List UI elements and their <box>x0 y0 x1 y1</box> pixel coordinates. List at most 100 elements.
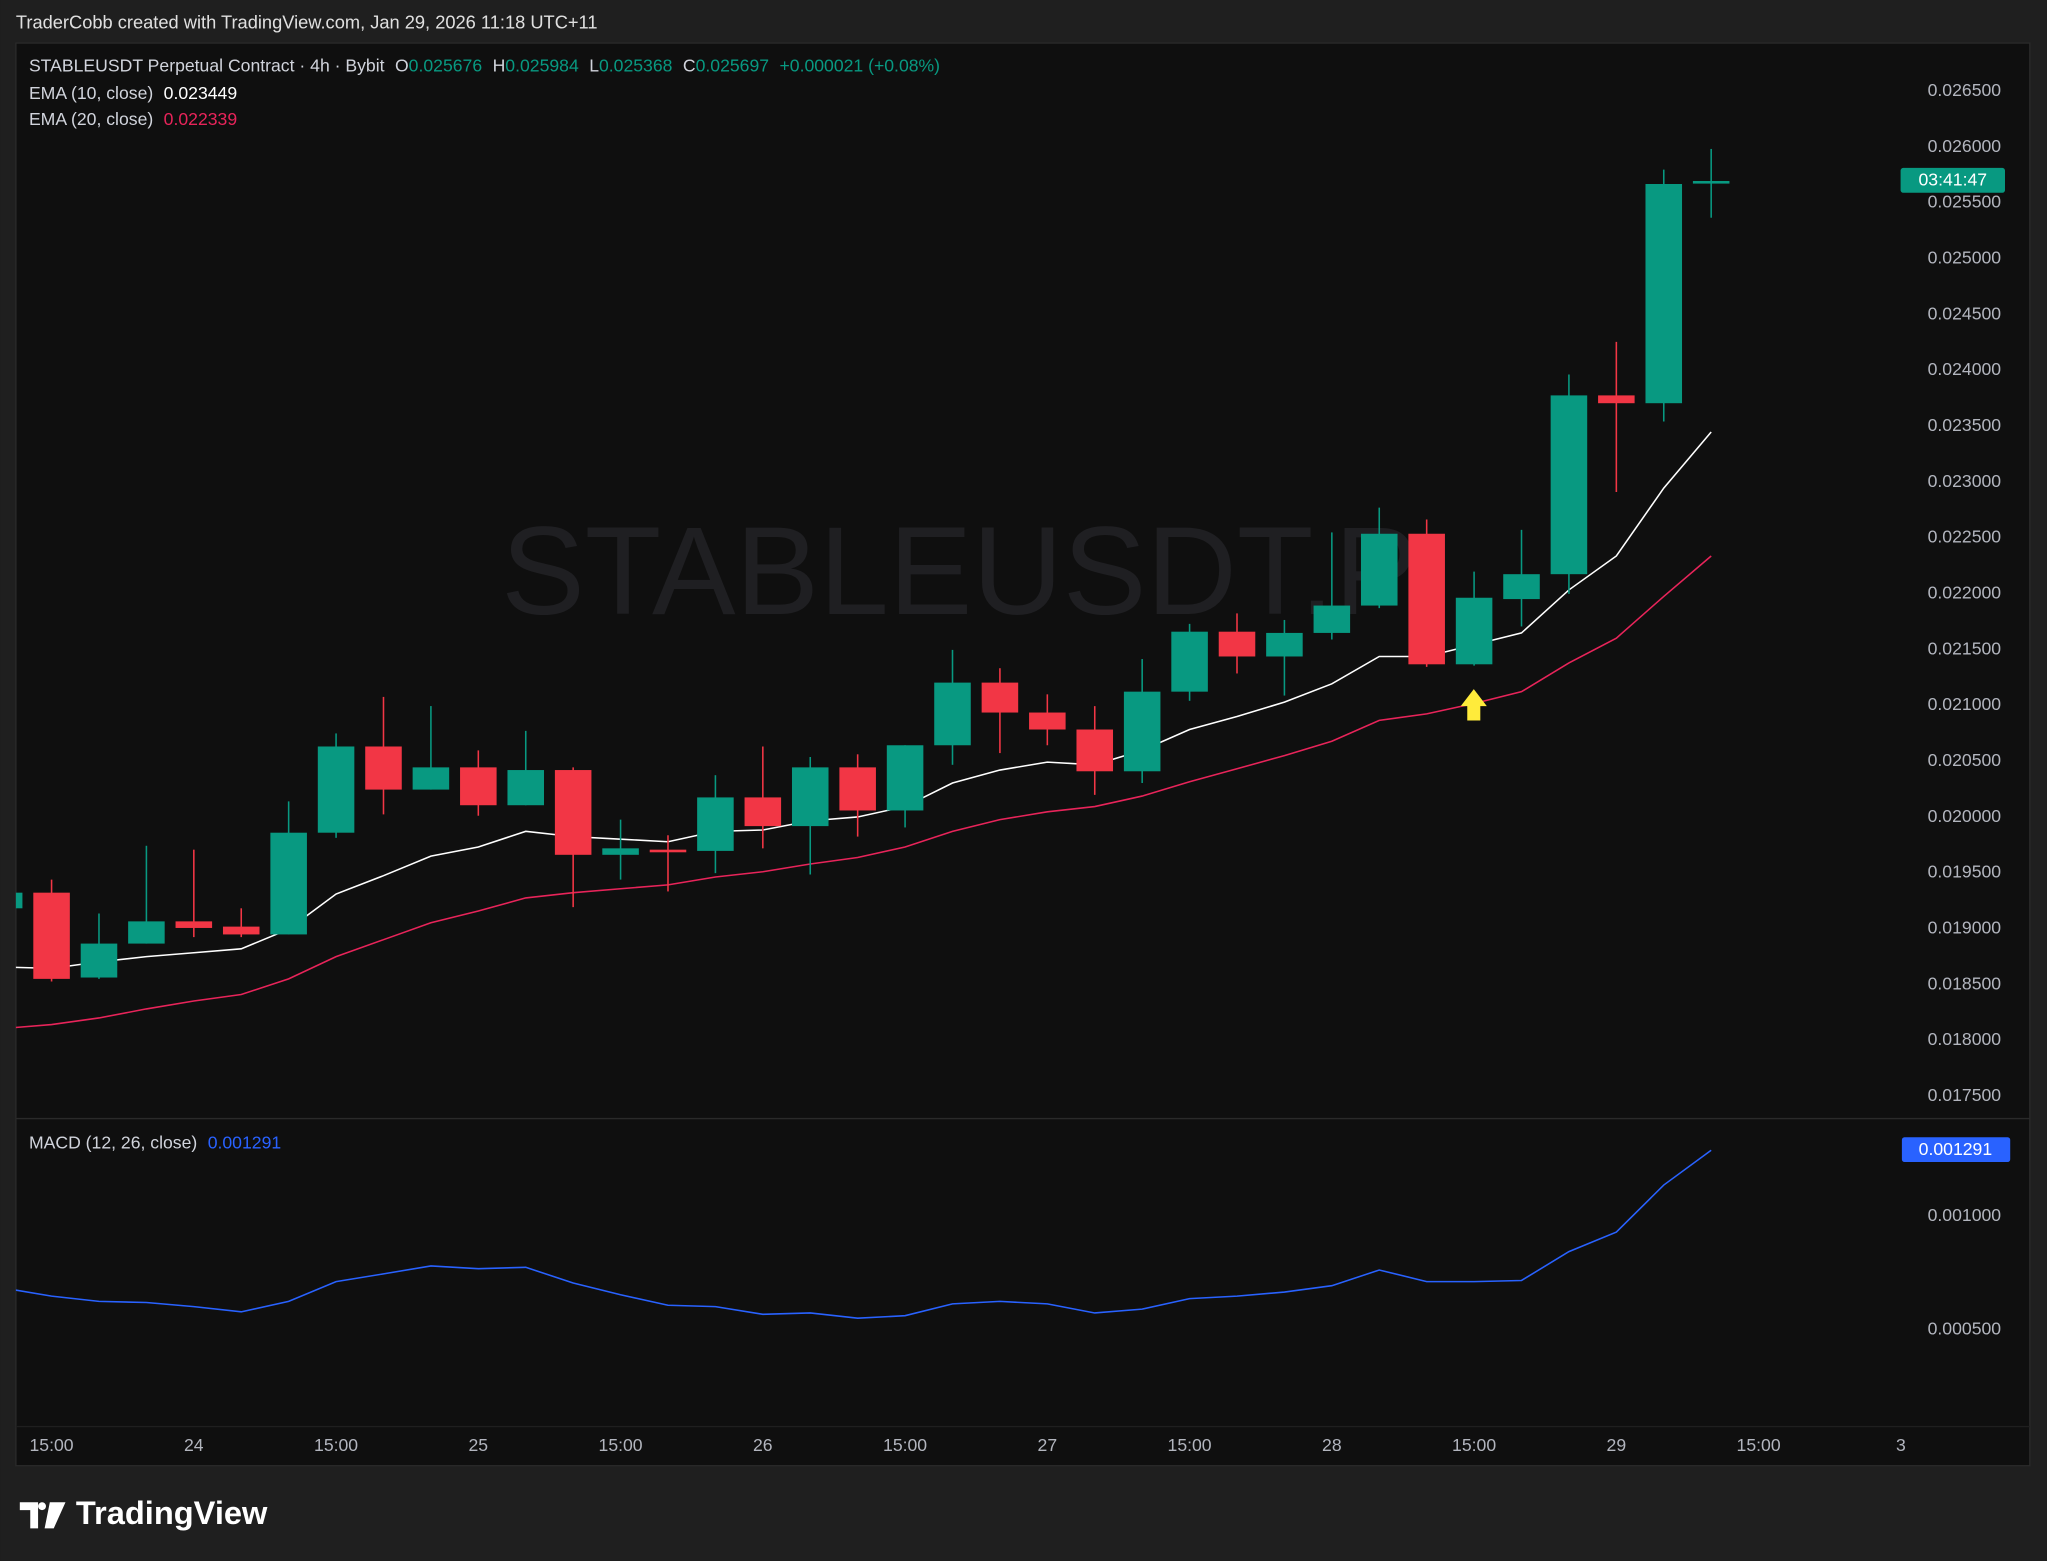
y-tick-label: 0.018000 <box>1928 1029 2002 1049</box>
candle-body <box>1076 729 1114 772</box>
candle-body <box>1360 533 1398 606</box>
logo: TradingView <box>19 1494 268 1531</box>
x-tick-label: 15:00 <box>599 1435 643 1455</box>
y-tick-label: 0.018500 <box>1928 973 2002 993</box>
x-tick-label: 15:00 <box>314 1435 358 1455</box>
change-value: +0.000021 (+0.08%) <box>780 55 941 75</box>
ohlc-value: 0.025676 <box>409 55 483 75</box>
candle-body <box>412 767 450 790</box>
legend-entry: MACD (12, 26, close) 0.001291 <box>29 1132 281 1152</box>
x-tick-label: 27 <box>1038 1435 1058 1455</box>
candle-body <box>886 745 924 811</box>
candle-body <box>1029 712 1066 730</box>
logo-text: TradingView <box>76 1494 268 1531</box>
x-tick-label: 25 <box>469 1435 489 1455</box>
legend-name: EMA (20, close) <box>29 109 153 129</box>
candle-body <box>1550 395 1588 575</box>
x-tick-label: 3 <box>1896 1435 1906 1455</box>
ohlc-value: 0.025368 <box>599 55 673 75</box>
candle-body <box>270 832 307 935</box>
candle-body <box>128 921 165 944</box>
x-tick-label: 15:00 <box>30 1435 74 1455</box>
legend-value: 0.001291 <box>208 1132 281 1152</box>
y-tick-label: 0.026000 <box>1928 136 2002 156</box>
candle-body <box>1645 184 1683 404</box>
x-tick-label: 15:00 <box>1737 1435 1781 1455</box>
candle-body <box>934 682 971 746</box>
candle-body <box>1692 180 1730 184</box>
y-tick-label: 0.022000 <box>1928 582 2002 602</box>
y-tick-label: 0.000500 <box>1928 1319 2002 1339</box>
x-tick-label: 15:00 <box>1168 1435 1212 1455</box>
legend-name: EMA (10, close) <box>29 83 153 103</box>
logo-icon <box>19 1502 66 1529</box>
legend-entry: EMA (10, close) 0.023449 <box>29 83 237 103</box>
legend-entry: EMA (20, close) 0.022339 <box>29 109 237 129</box>
candle-body <box>1123 691 1161 772</box>
candle-body <box>460 767 497 806</box>
y-tick-label: 0.025000 <box>1928 247 2002 267</box>
ohlc-label: C <box>683 55 696 75</box>
candle-body <box>981 682 1019 713</box>
candle-body <box>744 797 782 827</box>
y-tick-label: 0.022500 <box>1928 527 2002 547</box>
candle-body <box>649 849 687 853</box>
candle-body <box>365 746 402 790</box>
legend-value: 0.022339 <box>164 109 237 129</box>
candle-body <box>1408 533 1445 665</box>
x-tick-label: 29 <box>1607 1435 1627 1455</box>
value-badge <box>1901 1137 2011 1163</box>
ohlc-label: H <box>493 55 506 75</box>
candle-body <box>1171 631 1208 692</box>
candle-body <box>222 926 260 935</box>
legend-title: STABLEUSDT Perpetual Contract · 4h · Byb… <box>29 55 385 75</box>
indicator-line <box>15 1149 1712 1319</box>
plot-area <box>15 148 1730 1319</box>
x-tick-label: 15:00 <box>1452 1435 1496 1455</box>
legend-name: MACD (12, 26, close) <box>29 1132 197 1152</box>
y-tick-label: 0.001000 <box>1928 1205 2002 1225</box>
candle-body <box>80 943 118 978</box>
candle-body <box>175 921 213 928</box>
candle-body <box>15 892 23 909</box>
candle-body <box>1266 632 1303 657</box>
countdown-badge <box>1900 167 2005 193</box>
candle-body <box>1313 605 1351 633</box>
watermark: STABLEUSDT.P <box>501 501 1418 641</box>
y-tick-label: 0.023000 <box>1928 471 2002 491</box>
y-tick-label: 0.019500 <box>1928 862 2002 882</box>
y-tick-label: 0.025500 <box>1928 192 2002 212</box>
candle-body <box>1598 395 1635 404</box>
y-tick-label: 0.024000 <box>1928 359 2002 379</box>
y-tick-label: 0.020500 <box>1928 750 2002 770</box>
candle-body <box>317 746 355 833</box>
x-tick-label: 26 <box>753 1435 773 1455</box>
y-tick-label: 0.021000 <box>1928 694 2002 714</box>
indicator-line <box>15 555 1712 1029</box>
ohlc-label: L <box>589 55 599 75</box>
y-tick-label: 0.023500 <box>1928 415 2002 435</box>
value-badge-text: 0.001291 <box>1919 1139 1992 1159</box>
candle-body <box>1503 574 1540 600</box>
x-tick-label: 28 <box>1322 1435 1342 1455</box>
x-tick-label: 15:00 <box>883 1435 927 1455</box>
candle-body <box>507 770 545 806</box>
y-tick-label: 0.019000 <box>1928 918 2002 938</box>
candle-body <box>33 892 70 979</box>
attribution: TraderCobb created with TradingView.com,… <box>16 11 598 32</box>
candle-body <box>602 848 639 855</box>
y-tick-label: 0.020000 <box>1928 806 2002 826</box>
countdown-text: 03:41:47 <box>1919 170 1988 190</box>
legend-main: STABLEUSDT Perpetual Contract · 4h · Byb… <box>29 55 940 75</box>
ohlc-value: 0.025697 <box>696 55 769 75</box>
candle-body <box>697 797 734 851</box>
y-tick-label: 0.026500 <box>1928 80 2002 100</box>
y-tick-label: 0.021500 <box>1928 638 2002 658</box>
candle-body <box>554 770 592 855</box>
candle-body <box>791 767 829 827</box>
y-tick-label: 0.024500 <box>1928 303 2002 323</box>
candle-body <box>1218 631 1256 657</box>
ohlc-value: 0.025984 <box>505 55 579 75</box>
